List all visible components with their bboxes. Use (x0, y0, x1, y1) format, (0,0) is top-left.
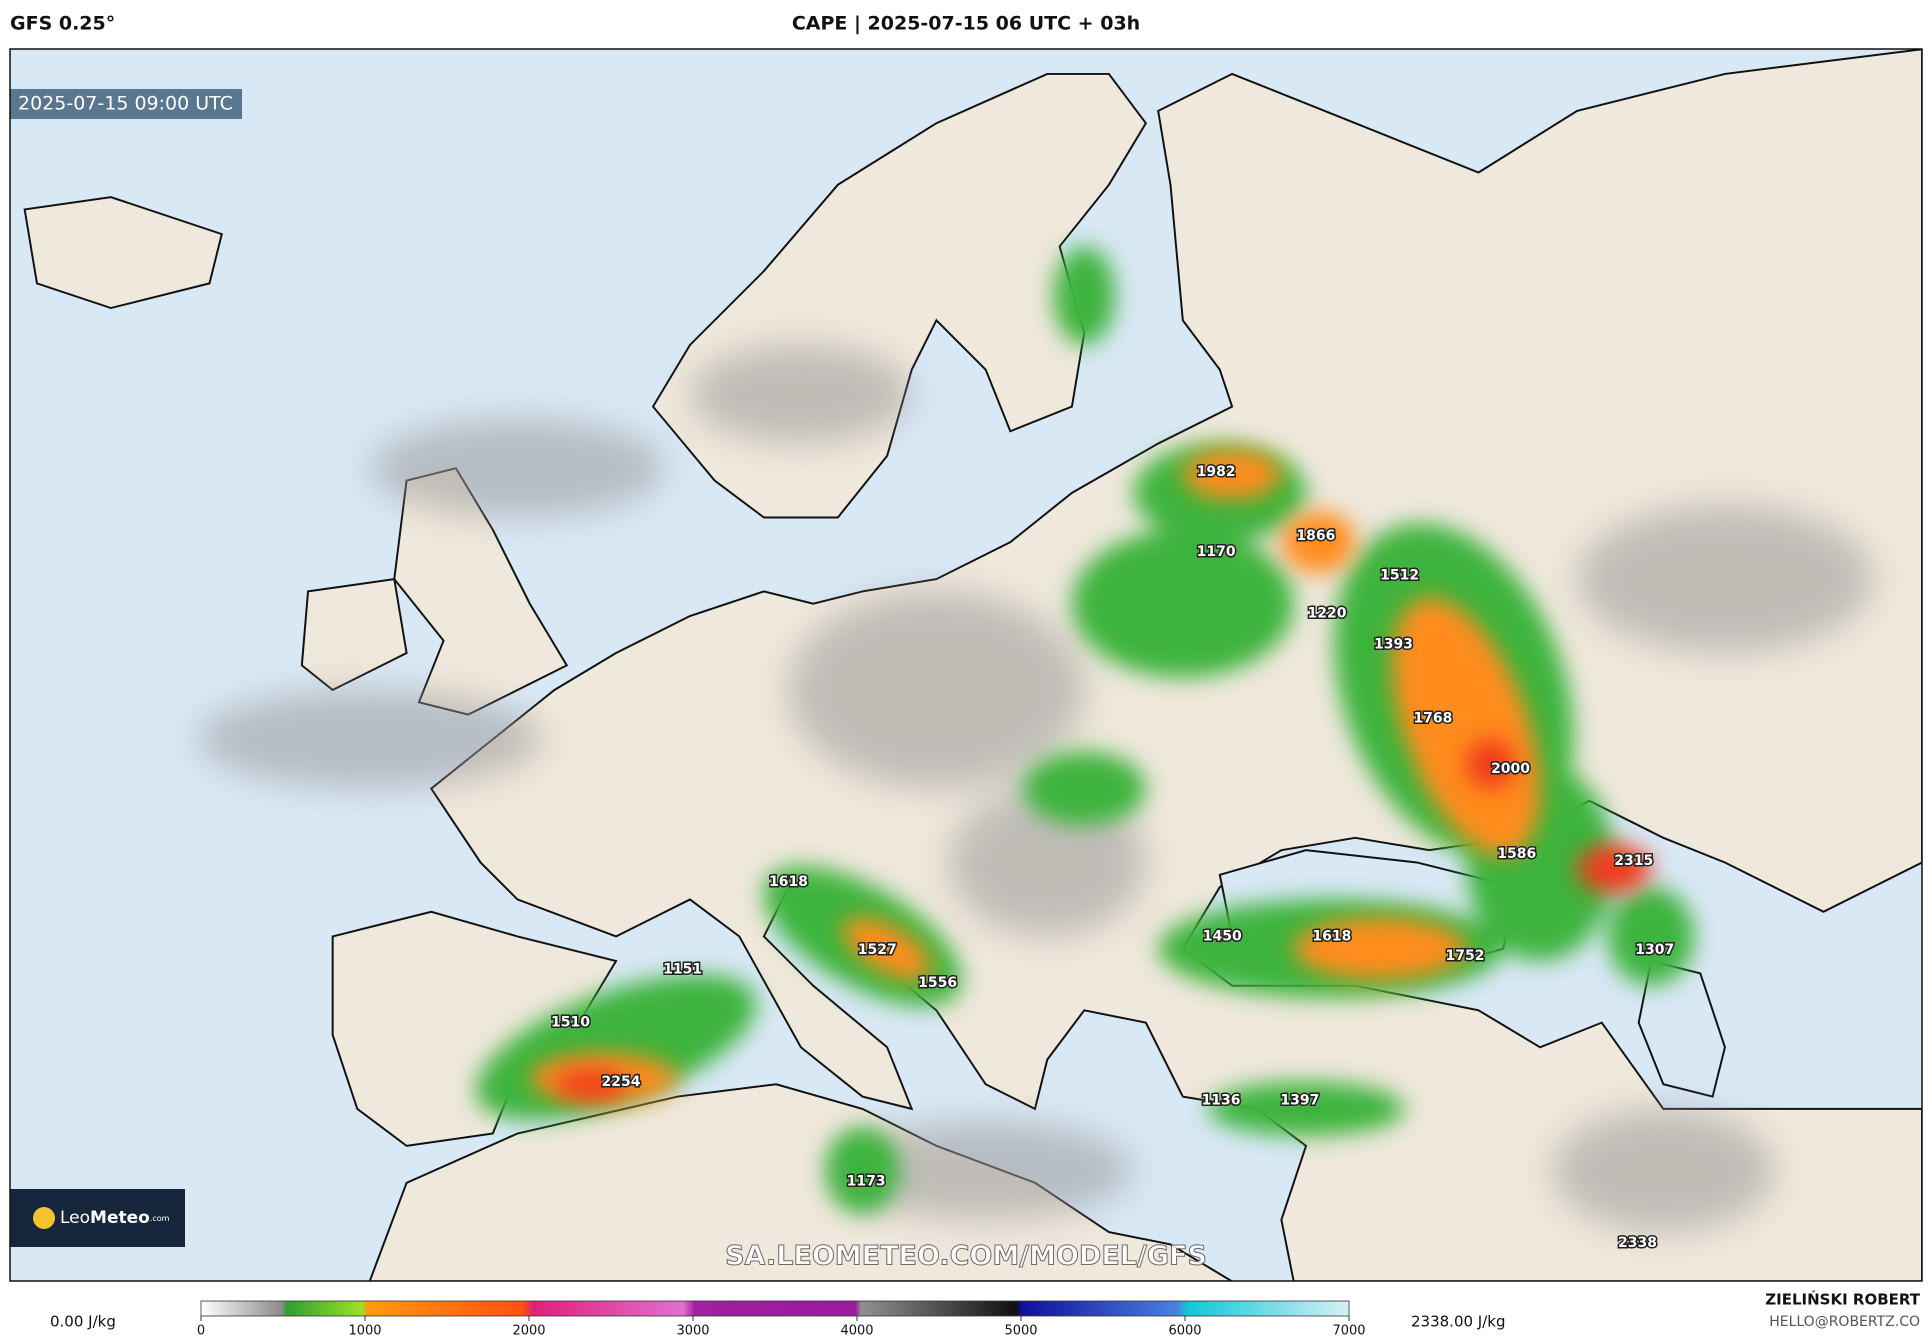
cape-label: 1136 (1202, 1092, 1241, 1108)
email: HELLO@ROBERTZ.CO (1769, 1314, 1920, 1330)
colorbar-tick-label: 6000 (1168, 1324, 1201, 1339)
cape-label: 1220 (1307, 606, 1346, 622)
cape-label: 1982 (1197, 464, 1236, 480)
cape-label: 1527 (858, 942, 897, 958)
cape-label: 1510 (551, 1015, 590, 1031)
cape-label: 1170 (1197, 544, 1236, 560)
cape-label: 1307 (1635, 942, 1674, 958)
map-title: CAPE | 2025-07-15 06 UTC + 03h (792, 13, 1140, 35)
cape-label: 2254 (601, 1074, 640, 1090)
colorbar-ticks: 0 1000 2000 3000 4000 5000 6000 7000 (197, 1316, 1366, 1339)
cape-label: 1173 (847, 1174, 886, 1190)
colorbar-tick-label: 1000 (348, 1324, 381, 1339)
map-frame (9, 48, 1923, 1282)
cape-label: 1556 (918, 975, 957, 991)
colorbar-tick-label: 5000 (1004, 1324, 1037, 1339)
cape-label: 1397 (1280, 1092, 1319, 1108)
cape-label: 1752 (1445, 948, 1484, 964)
cape-field (197, 246, 1873, 1233)
cape-label: 2338 (1618, 1235, 1657, 1251)
colorbar-min: 0.00 J/kg (50, 1313, 116, 1331)
cape-label: 1393 (1374, 636, 1413, 652)
value-labels: 1982 1170 1866 1512 1220 1393 1768 2000 1586 2315… (549, 462, 1675, 1252)
colorbar-max: 2338.00 J/kg (1411, 1313, 1505, 1331)
cape-label: 2315 (1614, 853, 1653, 869)
cape-label: 1151 (663, 962, 702, 978)
cape-label: 2000 (1491, 761, 1530, 777)
logo-text: LeoMeteo.com (60, 1208, 170, 1228)
cape-label: 1512 (1380, 567, 1419, 583)
cape-label: 1586 (1497, 846, 1536, 862)
map: 1982 1170 1866 1512 1220 1393 1768 2000 1586 2315… (10, 49, 1922, 1281)
cape-label: 1768 (1413, 710, 1452, 726)
colorbar (200, 1300, 1350, 1317)
cape-label: 1450 (1203, 928, 1242, 944)
colorbar-tick-label: 3000 (676, 1324, 709, 1339)
time-box (10, 89, 242, 119)
cape-label: 1618 (769, 874, 808, 890)
model-name: GFS 0.25° (10, 13, 115, 35)
cape-label: 1618 (1312, 928, 1351, 944)
valid-time: 2025-07-15 09:00 UTC (18, 93, 233, 115)
author: ZIELIŃSKI ROBERT (1765, 1290, 1920, 1309)
colorbar-tick-label: 4000 (840, 1324, 873, 1339)
colorbar-tick-label: 7000 (1332, 1324, 1365, 1339)
colorbar-tick-label: 2000 (512, 1324, 545, 1339)
cape-label: 1866 (1296, 528, 1335, 544)
logo-sun (33, 1207, 55, 1229)
watermark: SA.LEOMETEO.COM/MODEL/GFS (725, 1241, 1207, 1272)
colorbar-tick-label: 0 (197, 1324, 205, 1339)
